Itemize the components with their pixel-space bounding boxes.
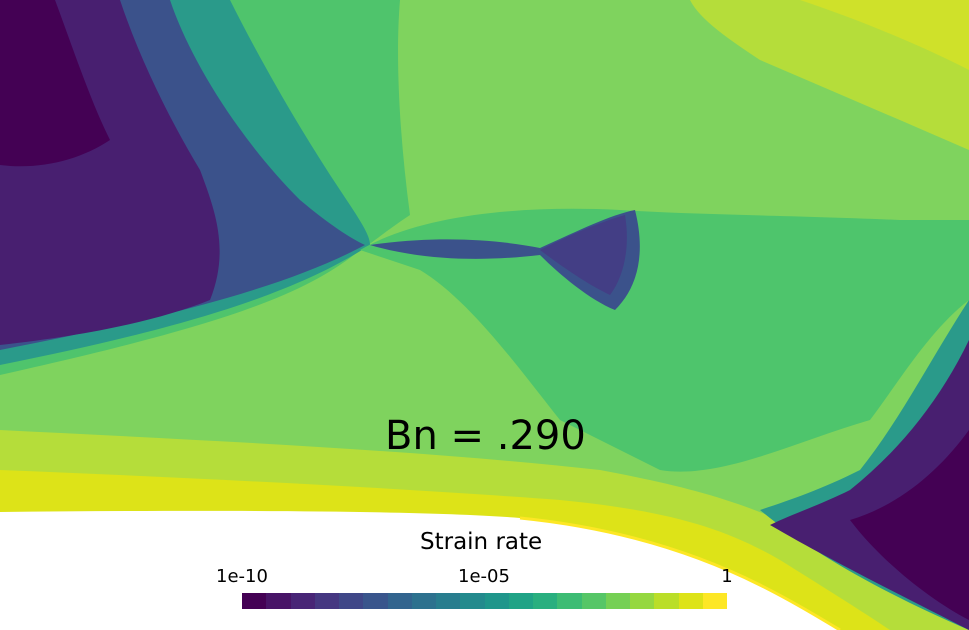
colorbar-title: Strain rate — [420, 529, 543, 555]
field-left-darkest — [0, 0, 110, 167]
colorbar-segment — [557, 593, 582, 609]
colorbar-segment — [266, 593, 291, 609]
colorbar-segment — [387, 593, 412, 609]
colorbar-segment — [654, 593, 679, 609]
colorbar-tick-label: 1e-10 — [216, 566, 268, 587]
colorbar — [242, 593, 727, 609]
field-central-band — [360, 208, 969, 472]
colorbar-segment — [581, 593, 606, 609]
colorbar-segment — [533, 593, 558, 609]
colorbar-segment — [339, 593, 364, 609]
colorbar-segment — [314, 593, 339, 609]
colorbar-segment — [290, 593, 315, 609]
colorbar-segment — [605, 593, 630, 609]
colorbar-tick-label: 1 — [721, 566, 733, 587]
colorbar-segment — [484, 593, 509, 609]
colorbar-segment — [363, 593, 388, 609]
colorbar-segment — [242, 593, 267, 609]
colorbar-segment — [436, 593, 461, 609]
colorbar-segment — [678, 593, 703, 609]
colorbar-segment — [460, 593, 485, 609]
domain-boundary-edge — [519, 516, 841, 630]
colorbar-tick-label: 1e-05 — [458, 566, 510, 587]
field-central-core — [540, 215, 627, 295]
field-upper-right-yellow — [800, 0, 969, 70]
colorbar-segment — [508, 593, 533, 609]
bn-annotation: Bn = .290 — [385, 413, 586, 459]
field-lower-right-darkest — [850, 430, 969, 620]
colorbar-segment — [702, 593, 727, 609]
colorbar-segment — [630, 593, 655, 609]
colorbar-segment — [411, 593, 436, 609]
